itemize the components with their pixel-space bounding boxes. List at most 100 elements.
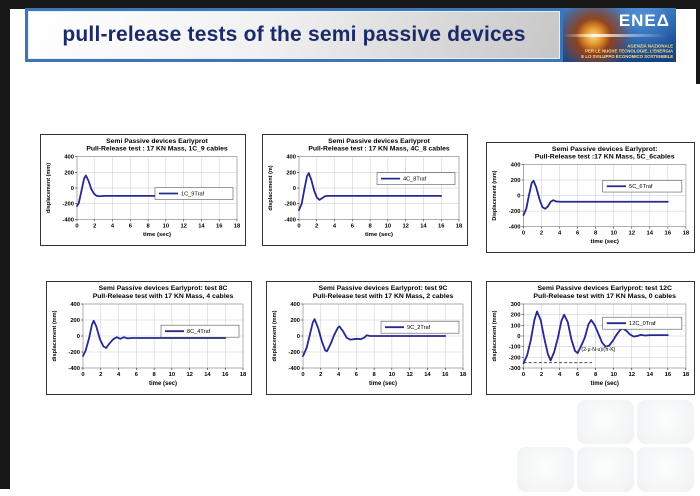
y-tick-label: -400 (509, 225, 521, 231)
y-tick-label: 200 (511, 313, 521, 319)
frame-right-border (696, 0, 700, 84)
chart-9c-2-cables: 0 2 4 6 8 10 12 14 16 18 -400 -200 0 200 400 Semi Passi… (266, 281, 472, 395)
chart-title-line2: Pull-Release test with 17 KN Mass, 0 cab… (533, 293, 676, 300)
x-tick-label: 8 (368, 223, 372, 229)
x-tick-label: 0 (522, 231, 525, 237)
y-tick-label: 0 (77, 334, 80, 340)
y-tick-label: -200 (509, 209, 521, 215)
chart-8c-4-cables: 0 2 4 6 8 10 12 14 16 18 -400 -200 0 200 400 Semi Passi… (46, 281, 252, 395)
watermark-tile (577, 447, 634, 492)
x-tick-label: 2 (93, 223, 96, 229)
legend-box (602, 316, 683, 330)
y-tick-label: -200 (509, 355, 521, 361)
y-tick-label: 100 (511, 323, 521, 329)
x-tick-label: 16 (442, 372, 449, 378)
x-tick-label: 6 (576, 231, 579, 237)
y-axis-label: Displacement (mm) (492, 170, 498, 220)
y-axis-label: displacement (mm) (46, 163, 52, 213)
x-tick-label: 8 (152, 372, 156, 378)
chart-title-line1: Semi Passive devices Earlyprot: test 9C (319, 285, 448, 292)
y-axis-label: displacement (mm) (52, 310, 58, 361)
x-tick-label: 4 (117, 372, 121, 378)
chart-title-line1: Semi Passive devices Earlyprot (106, 138, 209, 145)
y-tick-label: -400 (62, 217, 74, 223)
x-tick-label: 6 (129, 223, 132, 229)
x-tick-label: 2 (540, 372, 544, 378)
x-tick-label: 18 (456, 223, 463, 229)
chart-title-line2: Pull-Release test with 17 KN Mass, 4 cab… (93, 293, 234, 300)
x-tick-label: 6 (351, 223, 354, 229)
y-axis-label: displacement (mm) (492, 310, 498, 361)
y-tick-label: 300 (511, 302, 521, 308)
x-tick-label: 4 (337, 372, 341, 378)
x-tick-label: 8 (594, 231, 598, 237)
y-tick-label: 200 (70, 318, 80, 324)
x-tick-label: 12 (186, 372, 192, 378)
y-tick-label: -200 (62, 202, 74, 208)
annotation-text: (2·μ·N·u)/(π·K) (581, 347, 615, 353)
x-tick-label: 6 (135, 372, 139, 378)
watermark-tile (577, 400, 634, 444)
x-tick-label: 2 (99, 372, 102, 378)
y-tick-label: 400 (290, 302, 300, 308)
x-tick-label: 8 (594, 372, 598, 378)
x-tick-label: 10 (385, 223, 391, 229)
x-tick-label: 14 (424, 372, 431, 378)
x-tick-label: 0 (522, 372, 525, 378)
x-tick-label: 6 (576, 372, 580, 378)
x-tick-label: 18 (234, 223, 241, 229)
y-axis-label: displacement (m) (268, 165, 274, 210)
x-tick-label: 12 (180, 223, 186, 229)
legend-label: 4C_8Traf (403, 177, 427, 183)
y-tick-label: 0 (517, 194, 520, 200)
x-tick-label: 10 (169, 372, 175, 378)
x-tick-label: 18 (460, 372, 467, 378)
x-tick-label: 18 (683, 231, 690, 237)
legend-box (376, 172, 456, 185)
x-tick-label: 2 (540, 231, 543, 237)
logo-light-streak (563, 34, 676, 37)
x-tick-label: 0 (81, 372, 84, 378)
x-tick-label: 4 (558, 372, 562, 378)
x-axis-label: time (sec) (591, 239, 619, 245)
x-tick-label: 10 (389, 372, 395, 378)
x-axis-label: time (sec) (369, 381, 397, 387)
y-tick-label: -200 (288, 350, 300, 356)
x-tick-label: 6 (355, 372, 359, 378)
y-tick-label: 400 (64, 155, 74, 161)
x-tick-label: 12 (402, 223, 408, 229)
y-tick-label: 200 (290, 318, 300, 324)
x-axis-label: time (sec) (591, 381, 619, 387)
y-tick-label: 400 (286, 155, 296, 161)
x-tick-label: 0 (301, 372, 304, 378)
legend-box (380, 320, 460, 334)
frame-left-border (0, 0, 10, 489)
watermark-tile (517, 447, 574, 492)
y-tick-label: -400 (284, 217, 296, 223)
data-series-line (522, 310, 669, 365)
x-tick-label: 14 (204, 372, 211, 378)
x-tick-label: 14 (420, 223, 427, 229)
y-tick-label: 0 (293, 186, 296, 192)
y-tick-label: 0 (517, 334, 520, 340)
legend-box (602, 180, 683, 193)
chart-title-line1: Semi Passive devices Earlyprot: (552, 146, 658, 153)
x-tick-label: 8 (146, 223, 150, 229)
chart-canvas: 0 2 4 6 8 10 12 14 16 18 -400 -200 0 200 400 Semi Passi… (492, 146, 690, 245)
x-tick-label: 16 (438, 223, 444, 229)
chart-canvas: 0 2 4 6 8 10 12 14 16 18 -400 -200 0 200 400 Semi Passi… (46, 138, 241, 238)
legend-label: 1C_9Traf (181, 192, 205, 198)
data-series-line (298, 172, 443, 211)
watermark-tile (637, 447, 694, 492)
data-series-line (76, 174, 221, 207)
y-tick-label: 200 (64, 170, 74, 176)
y-tick-label: 200 (511, 178, 521, 184)
y-tick-label: 400 (511, 162, 521, 168)
x-tick-label: 16 (216, 223, 222, 229)
x-tick-label: 10 (610, 231, 617, 237)
x-tick-label: 2 (319, 372, 322, 378)
x-tick-label: 10 (610, 372, 617, 378)
chart-5c-6-cables: 0 2 4 6 8 10 12 14 16 18 -400 -200 0 200 400 Semi Passi… (486, 142, 695, 253)
data-series-line (522, 179, 669, 216)
chart-title-line2: Pull-Release test :17 KN Mass, 5C_6cable… (535, 154, 675, 161)
